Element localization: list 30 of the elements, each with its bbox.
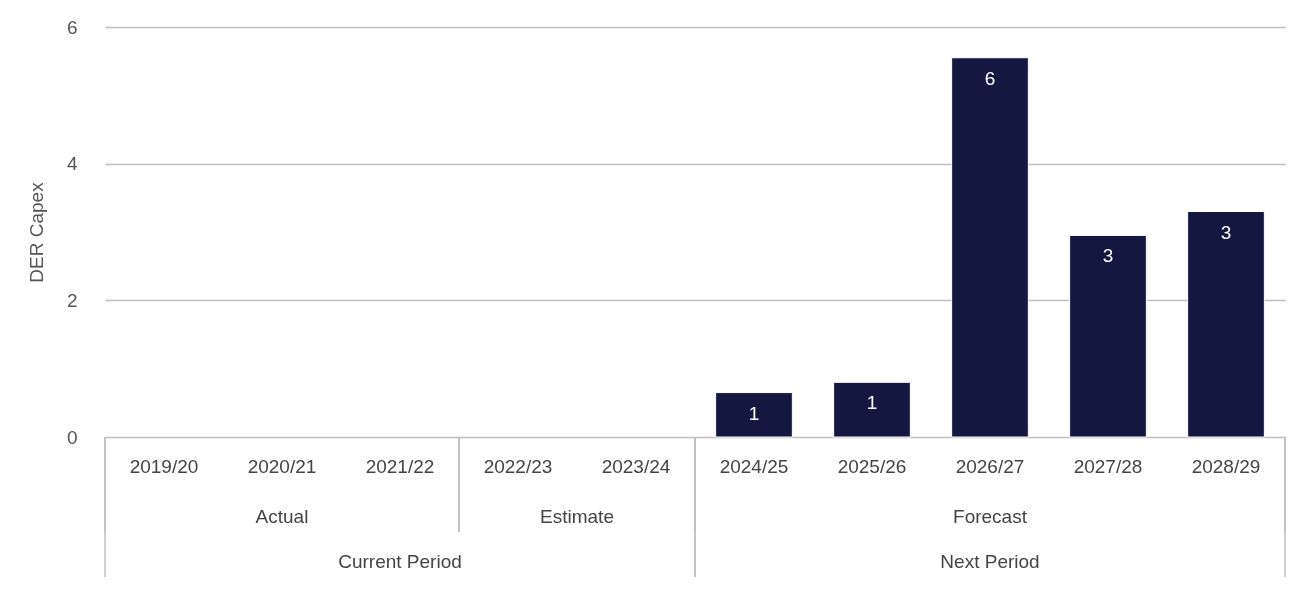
x-tick-label: 2023/24 [601, 455, 671, 477]
x-tick-label: 2024/25 [719, 455, 789, 477]
text: Actual [255, 506, 309, 527]
data-label: 3 [1102, 245, 1114, 267]
y-tick-label: 6 [66, 16, 78, 38]
bar [715, 392, 793, 438]
x-tick-label: 2019/20 [129, 455, 199, 477]
data-label: 1 [748, 402, 760, 424]
y-tick-label: 2 [66, 289, 78, 311]
bar [833, 381, 911, 438]
bar [1069, 234, 1147, 438]
text: Estimate [540, 506, 614, 527]
x-tick-label: 2025/26 [837, 455, 907, 477]
x-tick-label: 2026/27 [955, 455, 1025, 477]
text: Forecast [953, 506, 1028, 527]
text: Next Period [940, 551, 1040, 572]
text: Current Period [338, 551, 462, 572]
bar [951, 57, 1029, 438]
x-tick-label: 2020/21 [247, 455, 317, 477]
data-label: 3 [1220, 221, 1232, 243]
y-tick-label: 4 [66, 153, 78, 175]
data-label: 6 [984, 67, 996, 89]
x-tick-label: 2021/22 [365, 455, 435, 477]
x-tick-label: 2028/29 [1191, 455, 1261, 477]
y-tick-label: 0 [66, 426, 78, 448]
bar [1187, 211, 1265, 438]
y-axis-title: DER Capex [25, 181, 47, 283]
x-tick-label: 2027/28 [1073, 455, 1143, 477]
x-tick-label: 2022/23 [483, 455, 553, 477]
data-label: 1 [866, 392, 878, 414]
